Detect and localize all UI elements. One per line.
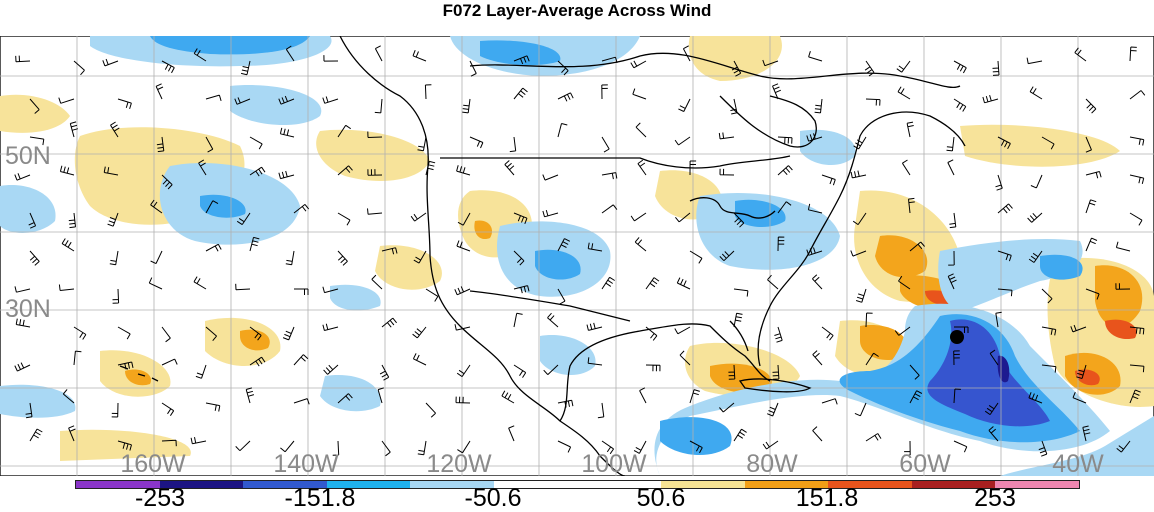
lon-label: 140W <box>273 450 339 476</box>
colorbar-tick-label: -151.8 <box>285 485 356 511</box>
lat-label-30n: 30N <box>5 295 51 323</box>
colorbar-tick-label: 253 <box>974 485 1016 511</box>
color-scale-bar <box>75 480 1080 489</box>
colorbar-tick-label: -253 <box>135 485 185 511</box>
colorbar-tick-label: 151.8 <box>796 485 859 511</box>
map-title: F072 Layer-Average Across Wind <box>0 0 1154 22</box>
lon-label: 160W <box>120 450 186 476</box>
lon-label: 100W <box>581 450 647 476</box>
lon-label: 120W <box>426 450 492 476</box>
lon-label: 80W <box>746 450 798 476</box>
lon-label: 60W <box>899 450 951 476</box>
colorbar-tick-label: -50.6 <box>465 485 522 511</box>
lat-label-50n: 50N <box>5 142 51 170</box>
lon-label: 40W <box>1052 450 1104 476</box>
weather-map: 50N 30N 160W 140W 120W 100W 80W 60W 40W <box>0 36 1154 476</box>
storm-position-marker <box>950 330 964 344</box>
colorbar-tick-label: 50.6 <box>637 485 686 511</box>
